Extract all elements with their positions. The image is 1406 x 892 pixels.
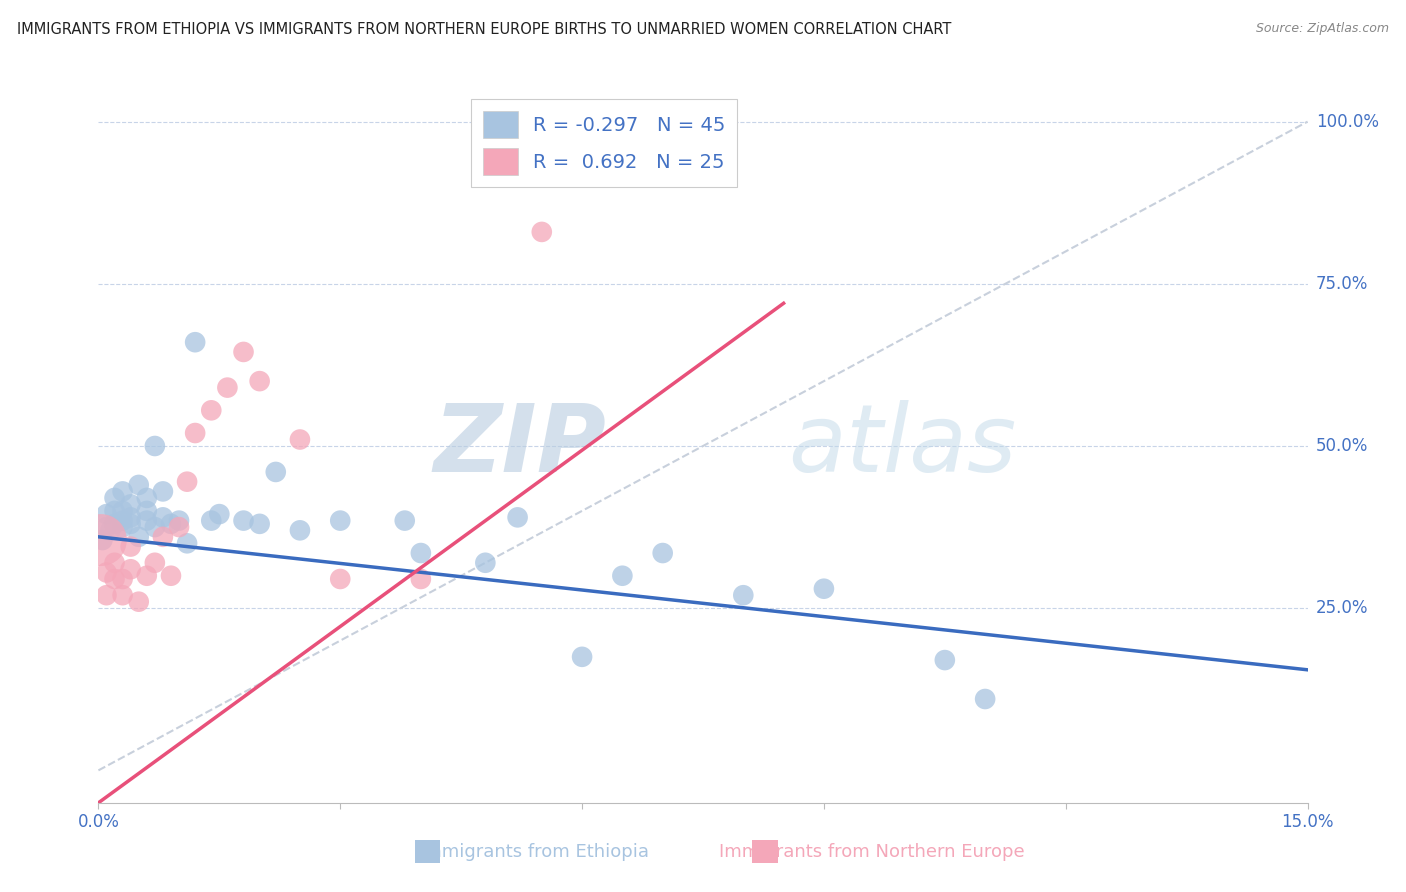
Point (184, 335, 207, 350)
Point (103, 556, 125, 570)
Point (111, 588, 134, 602)
Point (135, 491, 157, 505)
Point (120, 540, 142, 554)
Point (651, 546, 673, 560)
Point (111, 572, 134, 586)
Point (96, 588, 118, 602)
Point (288, 433, 311, 447)
Point (409, 572, 432, 586)
Point (111, 514, 134, 528)
Point (184, 425, 207, 440)
Text: ZIP: ZIP (433, 400, 606, 492)
Point (152, 484, 174, 499)
Point (288, 524, 311, 538)
Point (394, 514, 416, 528)
Point (249, 374, 271, 388)
Point (934, 653, 956, 667)
Point (152, 530, 174, 544)
Point (128, 595, 150, 609)
Point (176, 536, 198, 550)
Point (474, 556, 496, 570)
Point (103, 516, 125, 531)
Point (143, 556, 166, 570)
Point (135, 568, 157, 582)
Point (200, 403, 222, 417)
Point (120, 497, 142, 511)
Point (90, 533, 112, 547)
Point (530, 225, 553, 239)
Point (813, 582, 835, 596)
Point (167, 514, 190, 528)
Point (409, 546, 432, 560)
Point (111, 520, 134, 534)
Text: 25.0%: 25.0% (1316, 599, 1368, 617)
Point (96, 566, 118, 580)
Point (571, 649, 593, 664)
Point (120, 510, 142, 524)
Point (217, 381, 239, 395)
Point (103, 504, 125, 518)
Point (128, 478, 150, 492)
Point (200, 514, 222, 528)
Point (249, 516, 271, 531)
Point (329, 572, 352, 586)
Point (232, 514, 254, 528)
Point (135, 514, 157, 528)
Text: 50.0%: 50.0% (1316, 437, 1368, 455)
Point (135, 504, 157, 518)
Point (96, 507, 118, 521)
Point (232, 345, 254, 359)
Point (176, 475, 198, 489)
Point (152, 510, 174, 524)
Text: atlas: atlas (787, 401, 1017, 491)
Point (974, 692, 997, 706)
Point (264, 465, 287, 479)
Text: 75.0%: 75.0% (1316, 275, 1368, 293)
Point (111, 504, 134, 518)
Text: Immigrants from Ethiopia: Immigrants from Ethiopia (419, 843, 650, 861)
Point (103, 491, 125, 505)
Text: IMMIGRANTS FROM ETHIOPIA VS IMMIGRANTS FROM NORTHERN EUROPE BIRTHS TO UNMARRIED : IMMIGRANTS FROM ETHIOPIA VS IMMIGRANTS F… (17, 22, 952, 37)
Point (111, 484, 134, 499)
Point (100, 524, 122, 538)
Point (612, 568, 634, 582)
Text: Immigrants from Northern Europe: Immigrants from Northern Europe (718, 843, 1025, 861)
Text: 100.0%: 100.0% (1316, 112, 1379, 130)
Point (160, 568, 183, 582)
Point (208, 507, 231, 521)
Point (120, 562, 142, 576)
Point (143, 520, 166, 534)
Point (160, 516, 183, 531)
Point (506, 510, 529, 524)
Point (91, 533, 114, 547)
Legend: R = -0.297   N = 45, R =  0.692   N = 25: R = -0.297 N = 45, R = 0.692 N = 25 (471, 99, 737, 187)
Point (167, 520, 190, 534)
Point (128, 530, 150, 544)
Point (329, 514, 352, 528)
Point (143, 439, 166, 453)
Point (120, 516, 142, 531)
Point (96, 520, 118, 534)
Point (103, 572, 125, 586)
Text: Source: ZipAtlas.com: Source: ZipAtlas.com (1256, 22, 1389, 36)
Point (733, 588, 755, 602)
